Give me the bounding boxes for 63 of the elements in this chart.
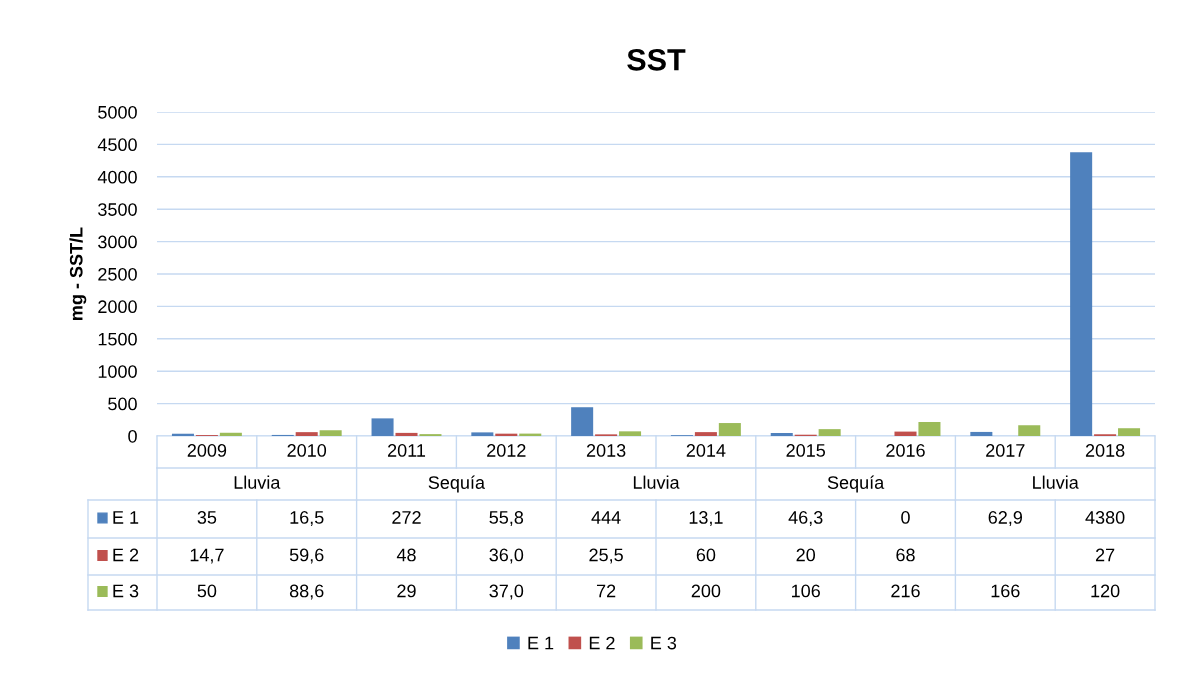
chart-title: SST [627,49,686,71]
data-label: 20 [796,548,816,562]
data-label: 216 [891,584,920,598]
data-label: 36,0 [489,548,524,564]
x-tick-label: 2017 [986,444,1025,457]
y-tick-label: 0 [128,429,137,443]
data-label: 166 [991,584,1020,598]
x-tick-label: 2013 [586,444,626,457]
data-label: 0 [901,511,910,524]
text: E 2 [589,636,615,650]
x-tick-label: 2010 [287,444,327,457]
data-label: 25,5 [589,548,623,564]
y-tick-label: 2000 [98,300,137,314]
text: E 1 [528,636,554,650]
y-axis-title: mg - SST/L [69,227,87,320]
y-tick-label: 2500 [98,267,137,281]
data-label: 46,3 [788,511,823,526]
y-tick-label: 3500 [98,203,137,216]
data-label: 62,9 [988,511,1023,526]
y-tick-label: 4500 [97,138,137,152]
x-tick-label: 2014 [686,444,726,457]
data-label: 444 [591,511,621,524]
data-label: 106 [792,584,820,598]
y-tick-label: 3000 [98,235,137,249]
data-label: 72 [596,584,616,598]
data-label: 35 [197,511,217,524]
data-label: 59,6 [289,548,324,564]
x-tick-label: 2016 [886,444,925,457]
data-label: 29 [397,584,416,598]
x-tick-label: 2009 [187,444,227,457]
text: Lluvia [1033,475,1079,489]
data-label: 48 [396,548,416,562]
data-label: 16,5 [290,511,324,526]
text: Sequía [827,475,885,493]
text: Lluvia [234,475,281,489]
legend-label: E 1 [113,511,139,524]
data-label: 60 [696,548,716,562]
data-label: 120 [1091,584,1120,598]
x-tick-label: 2012 [487,444,526,457]
y-tick-label: 1000 [98,365,137,378]
data-label: 13,1 [689,511,723,526]
text: Lluvia [633,475,680,489]
data-label: 27 [1095,548,1115,562]
y-tick-label: 4000 [97,170,137,184]
y-tick-label: 5000 [98,105,137,119]
data-label: 200 [691,584,721,598]
x-tick-label: 2018 [1085,444,1125,457]
y-tick-label: 1500 [98,332,137,346]
data-label: 37,0 [489,584,524,600]
x-tick-label: 2015 [786,444,826,457]
legend-label: E 3 [113,584,139,598]
text: E 3 [651,636,677,650]
data-label: 4380 [1085,511,1125,524]
data-label: 88,6 [289,584,324,600]
data-label: 55,8 [489,511,524,526]
x-tick-label: 2011 [387,444,426,457]
y-tick-label: 500 [108,397,137,411]
text: Sequía [428,475,486,493]
data-label: 14,7 [190,548,224,564]
data-label: 50 [197,584,217,598]
legend-label: E 2 [113,548,139,562]
data-label: 68 [896,548,915,562]
data-label: 272 [392,511,421,524]
